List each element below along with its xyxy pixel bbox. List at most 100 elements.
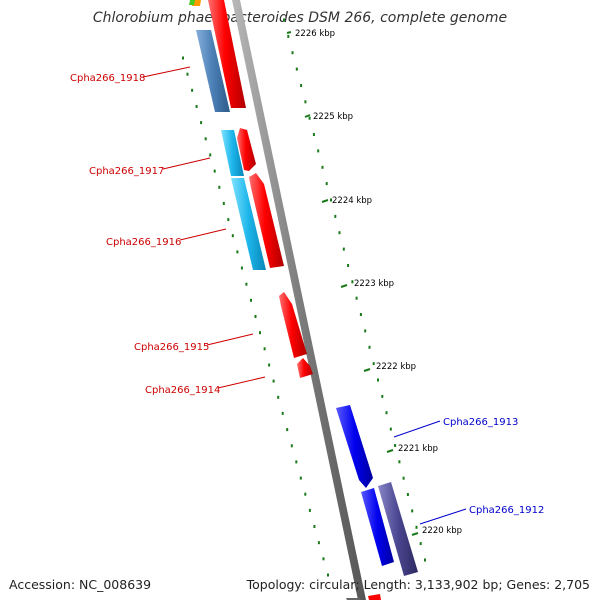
scale-labels: 2226 kbp 2225 kbp 2224 kbp 2223 kbp 2222… xyxy=(295,29,462,536)
accession-text: Accession: NC_008639 xyxy=(9,577,152,592)
gene-cpha266-1912 xyxy=(378,482,418,576)
left-gene-labels: Cpha266_1918 Cpha266_1917 Cpha266_1916 C… xyxy=(70,66,266,396)
outer-tick-dot xyxy=(419,542,422,546)
genome-summary: Topology: circular; Length: 3,133,902 bp… xyxy=(246,577,590,592)
outer-tick-dot xyxy=(351,280,354,284)
inner-tick-dot xyxy=(317,541,320,545)
outer-tick-dot xyxy=(381,394,384,398)
tick-label-2220: 2220 kbp xyxy=(422,526,462,536)
outer-tick-dot xyxy=(325,182,328,186)
inner-tick-dot xyxy=(290,444,293,448)
gene-cpha266-1917-reverse xyxy=(221,130,244,176)
gene-cpha266-1912-blue xyxy=(361,488,394,566)
gene-cpha266-1913 xyxy=(336,405,373,488)
inner-tick-dot xyxy=(277,395,280,399)
inner-tick-dot xyxy=(204,137,207,141)
tick-label-2226: 2226 kbp xyxy=(295,29,335,39)
outer-tick-dot xyxy=(321,165,324,169)
outer-tick-track xyxy=(283,18,426,562)
label-cpha266-1915: Cpha266_1915 xyxy=(134,342,209,353)
inner-tick-dot xyxy=(259,331,261,335)
outer-tick-dot xyxy=(317,149,320,153)
outer-tick-dot xyxy=(389,427,392,431)
outer-tick-dot xyxy=(347,264,350,267)
inner-tick-dot xyxy=(231,234,234,238)
inner-tick-dot xyxy=(254,315,257,318)
outer-tick-dot xyxy=(364,329,367,333)
outer-tick-dot xyxy=(304,100,307,104)
inner-tick-dot xyxy=(268,363,271,367)
inner-tick-dot xyxy=(308,508,311,512)
inner-tick-dot xyxy=(240,266,243,270)
gene-cpha266-1916-reverse xyxy=(231,178,266,270)
outer-tick-dot xyxy=(295,67,298,71)
gene-cpha266-1918-reverse xyxy=(196,30,230,112)
outer-tick-dot xyxy=(300,84,303,87)
outer-tick-dot xyxy=(287,34,290,38)
gene-cpha266-1916-forward xyxy=(249,173,284,268)
outer-tick-dot xyxy=(330,198,332,202)
inner-tick-dot xyxy=(304,492,307,496)
gene-cpha266-1914 xyxy=(297,358,313,378)
outer-tick-dot xyxy=(372,362,375,366)
inner-tick-dot xyxy=(245,282,248,286)
inner-tick-dot xyxy=(295,460,298,464)
tick-label-2221: 2221 kbp xyxy=(398,444,438,454)
inner-tick-dot xyxy=(191,88,194,92)
inner-tick-track xyxy=(182,56,329,577)
genome-backbone xyxy=(232,0,366,600)
inner-tick-dot xyxy=(286,428,289,432)
inner-tick-dot xyxy=(263,347,266,351)
right-gene-labels: Cpha266_1913 Cpha266_1912 xyxy=(393,417,544,525)
feature-bottom-red xyxy=(368,594,381,600)
inner-tick-dot xyxy=(327,573,329,577)
label-cpha266-1918: Cpha266_1918 xyxy=(70,73,145,84)
inner-tick-dot xyxy=(281,411,284,415)
outer-tick-dot xyxy=(368,345,371,349)
tick-label-2223: 2223 kbp xyxy=(354,279,394,289)
outer-tick-dot xyxy=(334,214,337,218)
outer-tick-dot xyxy=(385,411,388,415)
inner-tick-dot xyxy=(272,379,275,383)
tick-label-2224: 2224 kbp xyxy=(332,196,372,206)
outer-tick-dot xyxy=(342,247,345,251)
map-title: Chlorobium phaeobacteroides DSM 266, com… xyxy=(92,10,508,26)
label-cpha266-1912: Cpha266_1912 xyxy=(469,505,544,516)
inner-tick-dot xyxy=(182,56,184,60)
outer-tick-dot xyxy=(398,460,401,464)
inner-tick-dot xyxy=(227,218,230,222)
outer-tick-dot xyxy=(308,116,311,120)
outer-tick-dot xyxy=(394,444,397,447)
inner-tick-dot xyxy=(218,185,221,189)
inner-tick-dot xyxy=(250,298,252,302)
outer-tick-dot xyxy=(377,378,379,382)
inner-tick-dot xyxy=(222,201,225,205)
outer-tick-dot xyxy=(415,525,418,529)
gene-cpha266-1917-forward xyxy=(237,128,256,171)
inner-tick-dot xyxy=(213,169,216,173)
inner-tick-dot xyxy=(322,557,325,561)
gene-cpha266-1915 xyxy=(279,292,307,358)
label-cpha266-1913: Cpha266_1913 xyxy=(443,417,518,428)
inner-tick-dot xyxy=(209,153,212,157)
tick-label-2222: 2222 kbp xyxy=(376,362,416,372)
outer-tick-dot xyxy=(359,313,362,316)
tick-label-2225: 2225 kbp xyxy=(313,112,353,122)
label-cpha266-1916: Cpha266_1916 xyxy=(106,237,181,248)
inner-tick-dot xyxy=(299,476,302,480)
inner-tick-dot xyxy=(200,121,203,125)
gene-cpha266-1918-forward xyxy=(208,0,246,108)
outer-tick-dot xyxy=(402,476,405,480)
outer-tick-dot xyxy=(338,231,341,235)
outer-tick-dot xyxy=(291,51,294,55)
feature-top-green xyxy=(189,0,195,5)
label-cpha266-1917: Cpha266_1917 xyxy=(89,166,164,177)
outer-tick-dot xyxy=(355,296,358,300)
scale-major-ticks xyxy=(286,31,419,536)
label-cpha266-1914: Cpha266_1914 xyxy=(145,385,220,396)
outer-tick-dot xyxy=(406,493,409,496)
outer-tick-dot xyxy=(424,558,426,562)
outer-tick-dot xyxy=(283,18,285,22)
